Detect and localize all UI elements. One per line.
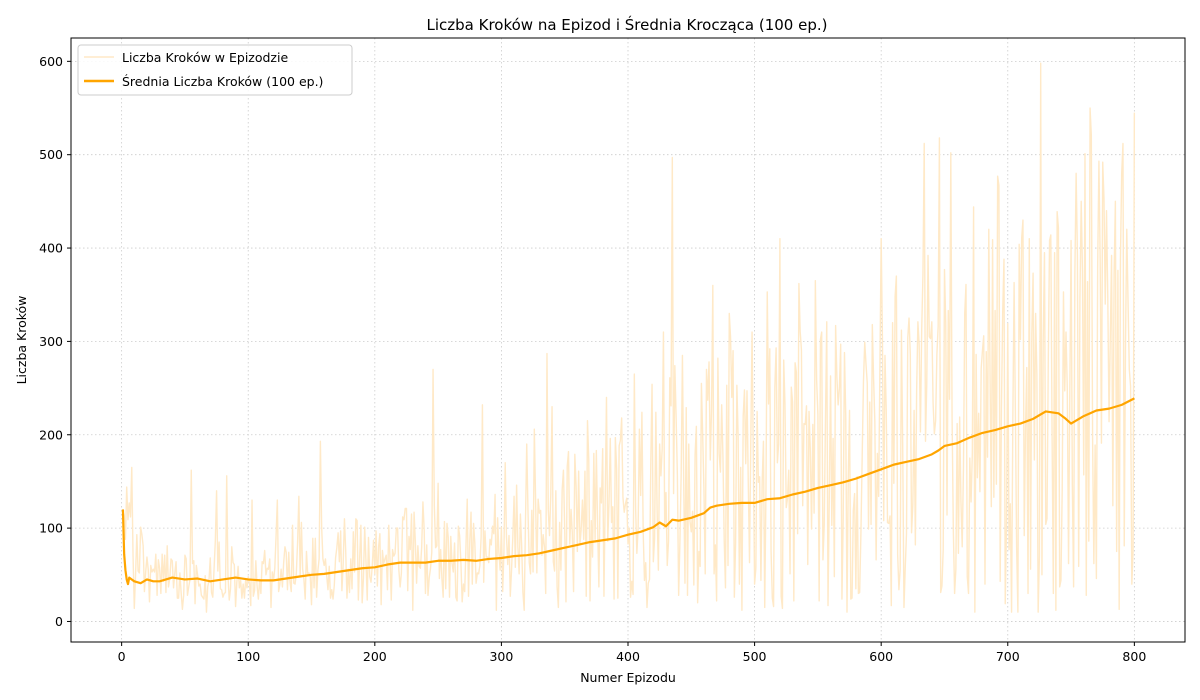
x-tick-label: 300 [489,649,513,664]
y-tick-label: 100 [39,521,63,536]
x-tick-label: 500 [743,649,767,664]
y-tick-label: 200 [39,427,63,442]
x-axis-ticks: 0 100 200 300 400 500 600 700 800 [118,642,1146,664]
x-tick-label: 100 [236,649,260,664]
x-tick-label: 600 [869,649,893,664]
legend-label-average: Średnia Liczba Kroków (100 ep.) [122,74,323,89]
x-tick-label: 800 [1122,649,1146,664]
x-tick-label: 700 [996,649,1020,664]
y-tick-label: 300 [39,334,63,349]
series-raw-steps [122,62,1136,613]
legend: Liczba Kroków w Epizodzie Średnia Liczba… [77,44,353,96]
chart-title: Liczba Kroków na Epizod i Średnia Kroczą… [427,15,828,34]
y-tick-label: 500 [39,147,63,162]
moving-average-line [121,397,1135,586]
legend-box [77,44,353,96]
x-tick-label: 200 [363,649,387,664]
y-tick-label: 0 [55,614,63,629]
y-tick-label: 600 [39,54,63,69]
x-tick-label: 400 [616,649,640,664]
raw-steps-line [122,62,1136,613]
y-axis-ticks: 0 100 200 300 400 500 600 [39,54,71,629]
y-axis-label: Liczba Kroków [14,296,29,385]
x-tick-label: 0 [118,649,126,664]
y-tick-label: 400 [39,241,63,256]
x-axis-label: Numer Epizodu [580,670,676,685]
legend-label-raw: Liczba Kroków w Epizodzie [122,50,288,65]
series-moving-average [121,397,1135,586]
